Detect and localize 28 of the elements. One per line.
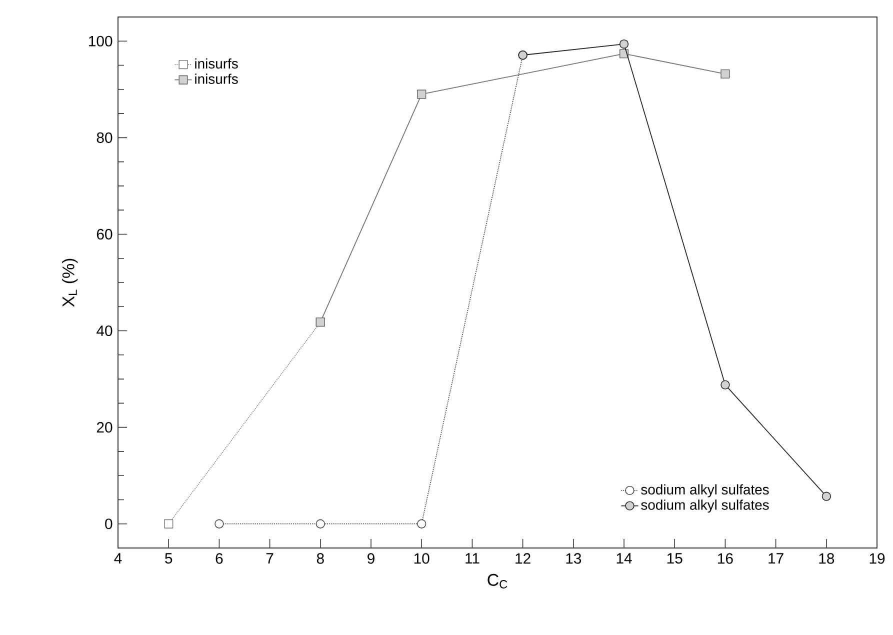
y-tick-label: 60 [96,228,112,240]
x-tick-label: 9 [368,553,374,564]
x-tick-label: 8 [316,553,324,564]
x-tick-label: 4 [114,553,122,564]
y-axis-title: X$_{L}$ (%) [62,258,78,307]
x-axis-title: C$_{C}$ [488,574,508,588]
x-tick-label: 16 [718,553,733,564]
y-tick-label: 20 [96,422,112,433]
x-tick-label: 7 [266,553,274,564]
y-tick-label: 0 [105,518,112,530]
legend-label: sodium alkyl sulfates [641,484,769,498]
legend-label: inisurfs [195,74,238,84]
x-tick-label: 14 [616,553,632,564]
x-tick-label: 6 [216,553,223,564]
y-tick-label: 40 [96,325,112,336]
x-tick-label: 19 [870,553,885,564]
x-tick-label: 15 [667,553,682,564]
legend-label: inisurfs [195,58,238,69]
legend-label: sodium alkyl sulfates [641,500,769,513]
y-tick-label: 80 [96,132,112,143]
y-tick-label: 100 [89,36,112,46]
x-tick-label: 13 [566,553,582,564]
x-tick-label: 11 [466,553,480,564]
x-tick-label: 18 [819,553,834,564]
x-tick-label: 5 [165,553,172,564]
x-tick-label: 12 [516,553,530,564]
x-tick-label: 10 [414,553,430,564]
x-tick-label: 17 [768,553,784,564]
